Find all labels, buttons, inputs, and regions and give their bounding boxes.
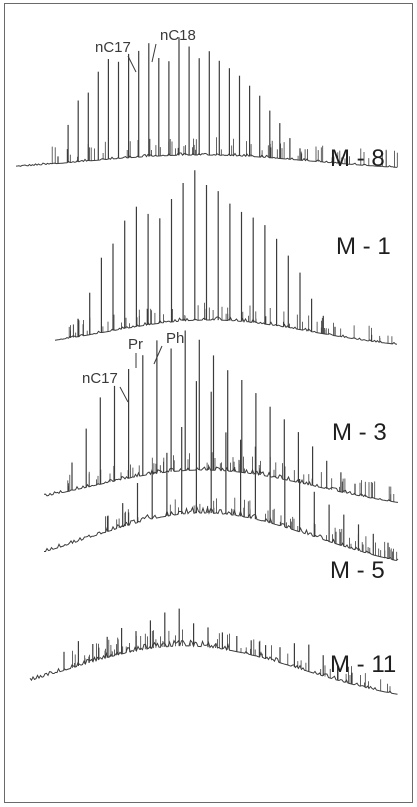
annotation-nc18: nC18 bbox=[160, 27, 196, 44]
trace-baseline-4 bbox=[44, 505, 399, 561]
annotation-nc17-bottom: nC17 bbox=[82, 370, 118, 387]
annotation-nc17-top: nC17 bbox=[95, 39, 131, 56]
annotation-nc17-bottom-leader bbox=[119, 386, 129, 403]
annotation-ph-leader bbox=[153, 345, 163, 365]
figure-frame bbox=[4, 3, 413, 803]
panel-label-3: M - 3 bbox=[332, 419, 387, 446]
trace-baseline-5 bbox=[29, 639, 398, 695]
panel-label-2: M - 1 bbox=[336, 233, 391, 260]
panel-label-5: M - 11 bbox=[330, 651, 396, 678]
annotation-nc18-leader bbox=[151, 43, 157, 63]
trace-baseline-2 bbox=[54, 316, 398, 345]
annotation-ph: Ph bbox=[166, 330, 184, 347]
trace-baseline-3 bbox=[43, 465, 399, 503]
panel-label-4: M - 5 bbox=[330, 557, 385, 584]
panel-label-1: M - 8 bbox=[330, 145, 385, 172]
annotation-pr: Pr bbox=[128, 336, 143, 353]
annotation-nc17-top-leader bbox=[127, 55, 137, 73]
